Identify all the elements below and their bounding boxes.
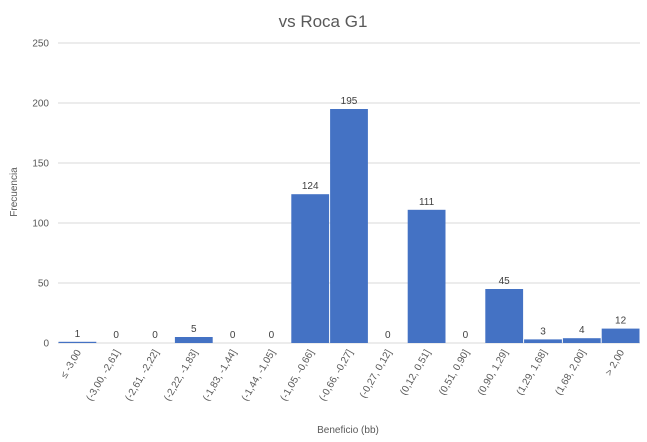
data-label: 0	[113, 330, 119, 341]
data-label: 12	[615, 316, 627, 327]
data-label: 0	[385, 330, 391, 341]
data-label: 3	[540, 326, 546, 337]
data-label: 124	[302, 181, 319, 192]
bar	[330, 109, 368, 343]
data-label: 0	[463, 330, 469, 341]
y-tick-label: 150	[32, 159, 49, 170]
data-labels: 1 0 0 5 0 0 124 195 0 111 0 45 3 4 12	[75, 96, 627, 341]
bar	[291, 194, 330, 343]
data-label: 0	[152, 330, 158, 341]
y-tick-label: 250	[32, 39, 49, 50]
bar	[58, 341, 97, 343]
chart-title: vs Roca G1	[279, 12, 368, 31]
data-label: 4	[579, 325, 585, 336]
data-label: 195	[341, 96, 358, 107]
data-label: 45	[499, 276, 511, 287]
data-label: 111	[419, 197, 435, 208]
y-axis-title: Frecuencia	[9, 167, 20, 217]
x-axis-title: Beneficio (bb)	[317, 425, 379, 436]
y-tick-label: 100	[32, 219, 49, 230]
bar	[174, 337, 213, 343]
data-label: 0	[269, 330, 275, 341]
y-tick-label: 0	[43, 339, 49, 350]
y-axis-ticks: 0 50 100 150 200 250	[32, 39, 49, 350]
bar	[485, 289, 524, 343]
data-label: 1	[75, 329, 81, 340]
bar	[407, 209, 446, 343]
y-tick-label: 50	[38, 279, 50, 290]
data-label: 0	[230, 330, 236, 341]
y-tick-label: 200	[32, 99, 49, 110]
bars	[58, 109, 640, 343]
bar	[524, 339, 562, 343]
bar	[601, 328, 640, 343]
data-label: 5	[191, 324, 197, 335]
bar	[562, 338, 601, 343]
